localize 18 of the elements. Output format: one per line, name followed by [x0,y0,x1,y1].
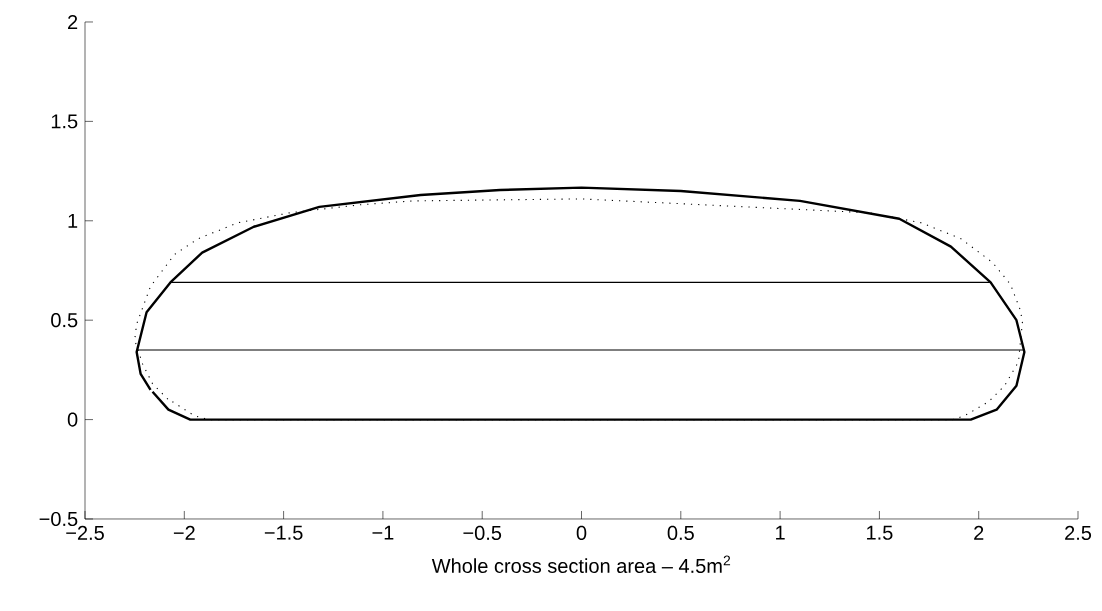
x-tick-label: 0 [576,525,587,541]
x-tick-label: −1 [372,525,394,540]
y-tick-label: 1.5 [51,114,78,129]
x-tick-label: −0.5 [463,525,502,541]
x-tick-label: 2 [974,525,984,540]
y-tick-label: 2 [68,15,78,29]
x-tick-label: 0.5 [667,525,694,541]
y-tick-label: −0.5 [39,511,78,527]
x-axis-title: Whole cross section area – 4.5m$^{2}$ [431,555,731,574]
x-tick-label: 1 [776,525,785,540]
x-tick-label: 2.5 [1065,525,1092,541]
y-tick-label: 0 [67,412,78,427]
y-tick-label: 0.5 [51,313,78,328]
x-tick-label: −2.5 [66,525,104,541]
x-tick-label: −1.5 [264,525,303,540]
y-tick-label: 1 [68,213,78,228]
x-tick-label: 1.5 [867,525,893,540]
x-tick-label: −2 [173,525,195,540]
